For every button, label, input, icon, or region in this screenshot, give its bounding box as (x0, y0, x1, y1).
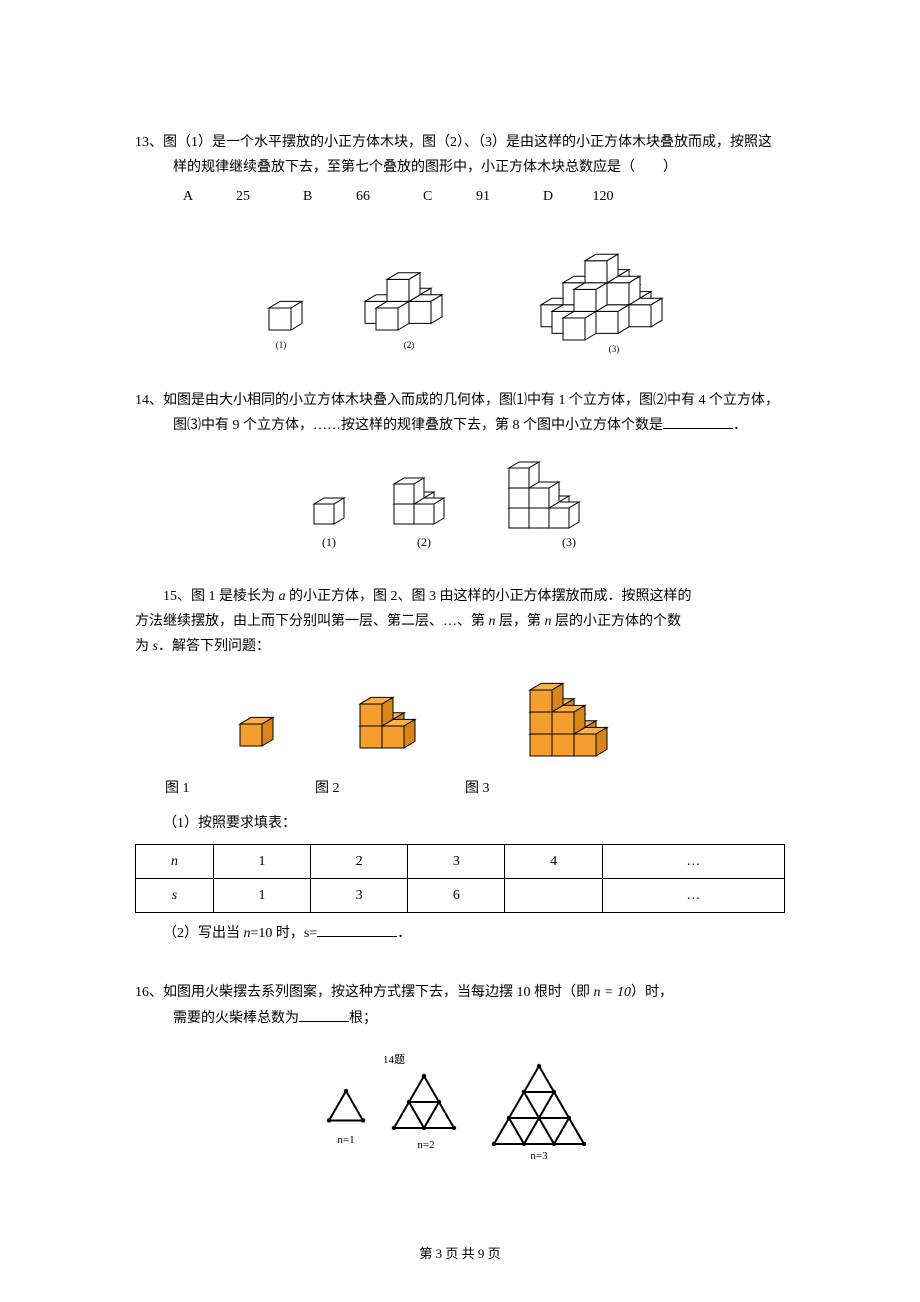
p15-l2b: 层，第 (496, 614, 545, 629)
svg-text:(1): (1) (276, 340, 287, 350)
p15-l1a: 图 1 是棱长为 (191, 589, 279, 604)
p14-cubes-svg: (1) (2) (3) (259, 446, 699, 556)
p13-body: 图（1）是一个水平摆放的小正方体木块，图（2）、（3）是由这样的小正方体木块叠放… (163, 135, 772, 175)
p15-l1b: 的小正方体，图 2、图 3 由这样的小正方体摆放而成．按照这样的 (286, 589, 692, 604)
p15-l3b: ．解答下列问题： (158, 639, 270, 654)
p15-sub2a: （2）写出当 (163, 926, 244, 941)
th-n: n (136, 844, 214, 878)
p15-sub2b: =10 时，s= (251, 926, 318, 941)
p14-figure: (1) (2) (3) (173, 446, 785, 556)
p15-sub2c: ． (397, 926, 411, 941)
p15-l2a: 方法继续摆放，由上而下分别叫第一层、第二层、…、第 (135, 614, 489, 629)
svg-text:(1): (1) (322, 535, 336, 549)
th-2: 2 (311, 844, 408, 878)
svg-text:(2): (2) (417, 535, 431, 549)
problem-14: 14、如图是由大小相同的小立方体木块叠入而成的几何体，图⑴中有 1 个立方体，图… (135, 388, 785, 556)
p15-lab3: 图 3 (465, 776, 645, 801)
p15-lab2: 图 2 (315, 776, 465, 801)
p16-num: 16、 (135, 985, 163, 1000)
p15-n1: n (489, 614, 496, 629)
p14-num: 14、 (135, 393, 163, 408)
choice-c-label: C (423, 184, 453, 209)
p15-figure (135, 668, 785, 768)
p15-l3a: 为 (135, 639, 153, 654)
td-s: s (136, 879, 214, 913)
p14-end: ． (733, 418, 747, 433)
p15-sub2n: n (244, 926, 251, 941)
table-row-data: s 1 3 6 … (136, 879, 785, 913)
p15-line3: 为 s．解答下列问题： (135, 634, 785, 659)
problem-16-text: 16、如图用火柴摆去系列图案，按这种方式摆下去，当每边摆 10 根时（即 n =… (173, 980, 785, 1005)
p16-t2a: 需要的火柴棒总数为 (173, 1011, 299, 1026)
choice-c-value: 91 (453, 184, 513, 209)
choice-d-value: 120 (573, 184, 633, 209)
problem-14-text: 14、如图是由大小相同的小立方体木块叠入而成的几何体，图⑴中有 1 个立方体，图… (173, 388, 785, 438)
p15-sub2: （2）写出当 n=10 时，s= ． (135, 921, 785, 946)
problem-16: 16、如图用火柴摆去系列图案，按这种方式摆下去，当每边摆 10 根时（即 n =… (135, 980, 785, 1170)
svg-text:n=2: n=2 (417, 1139, 434, 1151)
p15-sub1: （1）按照要求填表： (135, 811, 785, 836)
p15-table: n 1 2 3 4 … s 1 3 6 … (135, 844, 785, 913)
p16-eq: n = 10 (594, 985, 631, 1000)
svg-text:(2): (2) (404, 340, 415, 350)
svg-text:14题: 14题 (383, 1053, 405, 1066)
td-4 (505, 879, 602, 913)
p15-fig-labels: 图 1 图 2 图 3 (135, 776, 785, 801)
p16-t2b: 根； (349, 1011, 377, 1026)
page-container: 13、图（1）是一个水平摆放的小正方体木块，图（2）、（3）是由这样的小正方体木… (0, 0, 920, 1302)
p16-t1b: ）时， (631, 985, 673, 1000)
p13-num: 13、 (135, 135, 163, 150)
choice-a-label: A (183, 184, 213, 209)
p15-lab1: 图 1 (165, 776, 315, 801)
page-footer: 第 3 页 共 9 页 (0, 1243, 920, 1262)
p13-figure: (1) (2) (3) (173, 220, 785, 360)
td-3: 6 (408, 879, 505, 913)
p13-cubes-svg: (1) (2) (3) (219, 220, 739, 360)
th-4: 4 (505, 844, 602, 878)
problem-13-text: 13、图（1）是一个水平摆放的小正方体木块，图（2）、（3）是由这样的小正方体木… (173, 130, 785, 180)
p16-line2: 需要的火柴棒总数为 根； (173, 1006, 785, 1031)
problem-13: 13、图（1）是一个水平摆放的小正方体木块，图（2）、（3）是由这样的小正方体木… (135, 130, 785, 360)
problem-15: 15、图 1 是棱长为 a 的小正方体，图 2、图 3 由这样的小正方体摆放而成… (135, 584, 785, 947)
p15-num: 15、 (163, 589, 191, 604)
td-2: 3 (311, 879, 408, 913)
p15-blank (317, 922, 397, 937)
th-1: 1 (213, 844, 310, 878)
p16-triangles-svg: 14题 n=1 n=2 n=3 (299, 1051, 659, 1171)
choice-a-value: 25 (213, 184, 273, 209)
p15-a: a (279, 589, 286, 604)
p15-n2: n (545, 614, 552, 629)
choice-b-label: B (303, 184, 333, 209)
svg-text:n=3: n=3 (530, 1150, 548, 1162)
svg-text:(3): (3) (609, 344, 620, 354)
td-dots: … (602, 879, 784, 913)
p15-cubes-svg (210, 668, 730, 768)
choice-d-label: D (543, 184, 573, 209)
p14-blank (663, 414, 733, 429)
p16-blank (299, 1007, 349, 1022)
svg-text:(3): (3) (562, 535, 576, 549)
svg-text:n=1: n=1 (337, 1134, 354, 1146)
p16-figure: 14题 n=1 n=2 n=3 (173, 1051, 785, 1171)
th-3: 3 (408, 844, 505, 878)
p15-line2: 方法继续摆放，由上而下分别叫第一层、第二层、…、第 n 层，第 n 层的小正方体… (135, 609, 785, 634)
th-dots: … (602, 844, 784, 878)
p15-line1: 15、图 1 是棱长为 a 的小正方体，图 2、图 3 由这样的小正方体摆放而成… (135, 584, 785, 609)
p15-l2c: 层的小正方体的个数 (552, 614, 682, 629)
td-1: 1 (213, 879, 310, 913)
choice-b-value: 66 (333, 184, 393, 209)
p13-choices: A25 B66 C91 D120 (173, 184, 785, 209)
table-row-header: n 1 2 3 4 … (136, 844, 785, 878)
p16-t1a: 如图用火柴摆去系列图案，按这种方式摆下去，当每边摆 10 根时（即 (163, 985, 594, 1000)
